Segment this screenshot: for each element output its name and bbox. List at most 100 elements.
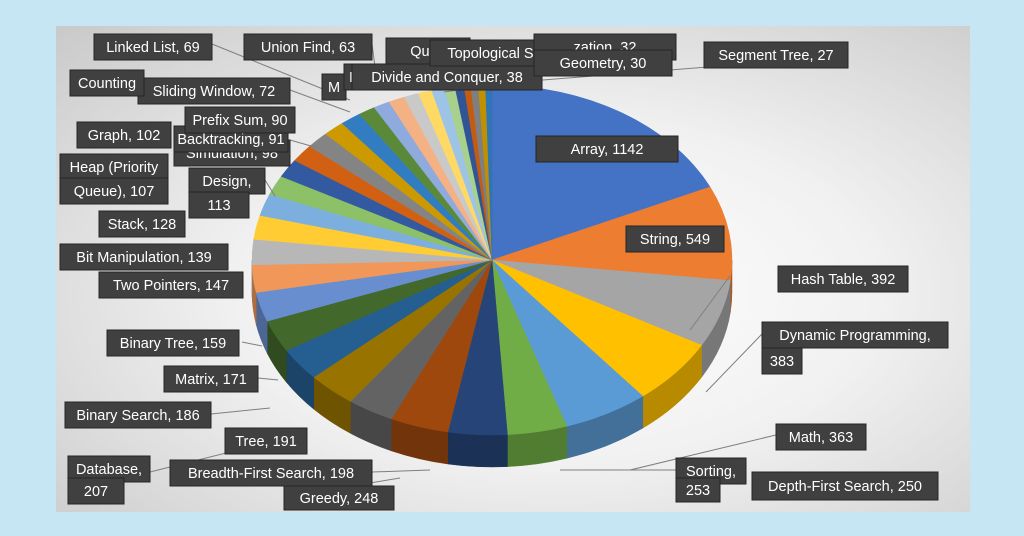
data-label-text-21: 113 bbox=[207, 198, 230, 214]
data-label-box-1 bbox=[625, 225, 725, 253]
data-label-box-20 bbox=[188, 167, 266, 195]
data-label-text-1: String, 549 bbox=[640, 232, 710, 248]
data-label-box-10 bbox=[169, 459, 373, 487]
data-label-27: Prefix Sum, 90 bbox=[184, 106, 296, 134]
data-label-box-0 bbox=[535, 135, 679, 163]
data-label-4: 383 bbox=[761, 347, 803, 375]
data-label-box-27 bbox=[184, 106, 296, 134]
data-label-box-12 bbox=[67, 477, 125, 505]
leader-line-12 bbox=[289, 89, 351, 113]
leader-line-9 bbox=[241, 341, 263, 347]
data-label-text-23: Queue), 107 bbox=[74, 184, 155, 200]
data-label-35: Divide and Conquer, 38 bbox=[351, 63, 543, 91]
data-label-2: Hash Table, 392 bbox=[777, 265, 909, 293]
data-label-box-31 bbox=[243, 33, 373, 61]
data-label-text-11: Database, bbox=[76, 462, 142, 478]
data-label-16: Binary Tree, 159 bbox=[106, 329, 240, 357]
leader-line-1 bbox=[705, 333, 763, 393]
data-label-21: 113 bbox=[188, 191, 250, 219]
data-label-text-10: Breadth-First Search, 198 bbox=[188, 466, 354, 482]
data-label-box-13 bbox=[224, 427, 308, 455]
data-label-23: Queue), 107 bbox=[59, 177, 169, 205]
data-label-text-5: Math, 363 bbox=[789, 430, 854, 446]
data-label-box-2 bbox=[777, 265, 909, 293]
leader-line-11 bbox=[289, 139, 319, 149]
data-label-box-30 bbox=[93, 33, 213, 61]
data-label-box-32 bbox=[321, 73, 347, 101]
data-label-31: Union Find, 63 bbox=[243, 33, 373, 61]
data-label-1: String, 549 bbox=[625, 225, 725, 253]
data-label-text-12: 207 bbox=[84, 484, 108, 500]
data-label-39: Segment Tree, 27 bbox=[703, 41, 849, 69]
data-label-24: Graph, 102 bbox=[76, 121, 172, 149]
data-label-text-8: Depth-First Search, 250 bbox=[768, 479, 922, 495]
data-label-box-23 bbox=[59, 177, 169, 205]
pie-slices bbox=[251, 84, 733, 436]
data-label-14: Binary Search, 186 bbox=[64, 401, 212, 429]
leader-line-0 bbox=[689, 275, 731, 331]
pie-side-6 bbox=[447, 431, 508, 468]
pie-sides bbox=[251, 259, 733, 468]
data-label-box-9 bbox=[283, 485, 395, 511]
data-label-box-15 bbox=[163, 365, 259, 393]
data-label-text-29: Counting bbox=[78, 76, 136, 92]
data-label-5: Math, 363 bbox=[775, 423, 867, 451]
data-label-box-35 bbox=[351, 63, 543, 91]
data-label-text-4: 383 bbox=[770, 354, 794, 370]
leader-line-2 bbox=[629, 433, 781, 471]
data-label-box-4 bbox=[761, 347, 803, 375]
data-label-text-16: Binary Tree, 159 bbox=[120, 336, 226, 352]
data-label-3: Dynamic Programming, bbox=[761, 321, 949, 349]
data-label-17: Two Pointers, 147 bbox=[98, 271, 244, 299]
data-label-box-24 bbox=[76, 121, 172, 149]
data-label-text-9: Greedy, 248 bbox=[300, 491, 379, 507]
data-label-box-5 bbox=[775, 423, 867, 451]
data-label-text-35: Divide and Conquer, 38 bbox=[371, 70, 523, 86]
data-label-box-38 bbox=[533, 49, 673, 77]
data-label-32: M bbox=[321, 73, 347, 101]
data-label-text-6: Sorting, bbox=[686, 464, 736, 480]
data-label-text-28: Sliding Window, 72 bbox=[153, 84, 276, 100]
data-label-box-18 bbox=[59, 243, 229, 271]
data-label-9: Greedy, 248 bbox=[283, 485, 395, 511]
data-label-10: Breadth-First Search, 198 bbox=[169, 459, 373, 487]
data-label-box-7 bbox=[675, 477, 721, 503]
leader-line-4 bbox=[371, 469, 431, 473]
data-label-13: Tree, 191 bbox=[224, 427, 308, 455]
data-label-text-3: Dynamic Programming, bbox=[779, 328, 931, 344]
data-label-text-31: Union Find, 63 bbox=[261, 40, 355, 56]
data-label-0: Array, 1142 bbox=[535, 135, 679, 163]
data-label-text-27: Prefix Sum, 90 bbox=[192, 113, 287, 129]
leader-line-8 bbox=[257, 377, 279, 381]
leader-line-10 bbox=[264, 179, 276, 197]
data-label-28: Sliding Window, 72 bbox=[137, 77, 291, 105]
data-label-box-17 bbox=[98, 271, 244, 299]
data-label-box-8 bbox=[751, 471, 939, 501]
data-label-19: Stack, 128 bbox=[98, 210, 186, 238]
data-label-text-17: Two Pointers, 147 bbox=[113, 278, 229, 294]
data-label-box-3 bbox=[761, 321, 949, 349]
data-label-7: 253 bbox=[675, 477, 721, 503]
data-label-text-20: Design, bbox=[202, 174, 251, 190]
data-label-box-29 bbox=[69, 69, 145, 97]
data-label-18: Bit Manipulation, 139 bbox=[59, 243, 229, 271]
data-label-15: Matrix, 171 bbox=[163, 365, 259, 393]
data-label-30: Linked List, 69 bbox=[93, 33, 213, 61]
data-label-text-26: Backtracking, 91 bbox=[177, 132, 284, 148]
data-label-box-16 bbox=[106, 329, 240, 357]
data-labels: Array, 1142 String, 549 Hash Table, 392 Dyn… bbox=[59, 33, 949, 511]
data-label-text-0: Array, 1142 bbox=[571, 142, 644, 158]
data-label-text-22: Heap (Priority bbox=[70, 160, 159, 176]
data-label-29: Counting bbox=[69, 69, 145, 97]
data-label-text-30: Linked List, 69 bbox=[106, 40, 200, 56]
leader-line-7 bbox=[210, 407, 271, 415]
data-label-box-21 bbox=[188, 191, 250, 219]
data-label-12: 207 bbox=[67, 477, 125, 505]
data-label-38: Geometry, 30 bbox=[533, 49, 673, 77]
data-label-text-14: Binary Search, 186 bbox=[76, 408, 199, 424]
data-label-box-19 bbox=[98, 210, 186, 238]
data-label-text-15: Matrix, 171 bbox=[175, 372, 247, 388]
data-label-text-19: Stack, 128 bbox=[108, 217, 177, 233]
data-label-text-32: M bbox=[328, 80, 340, 96]
